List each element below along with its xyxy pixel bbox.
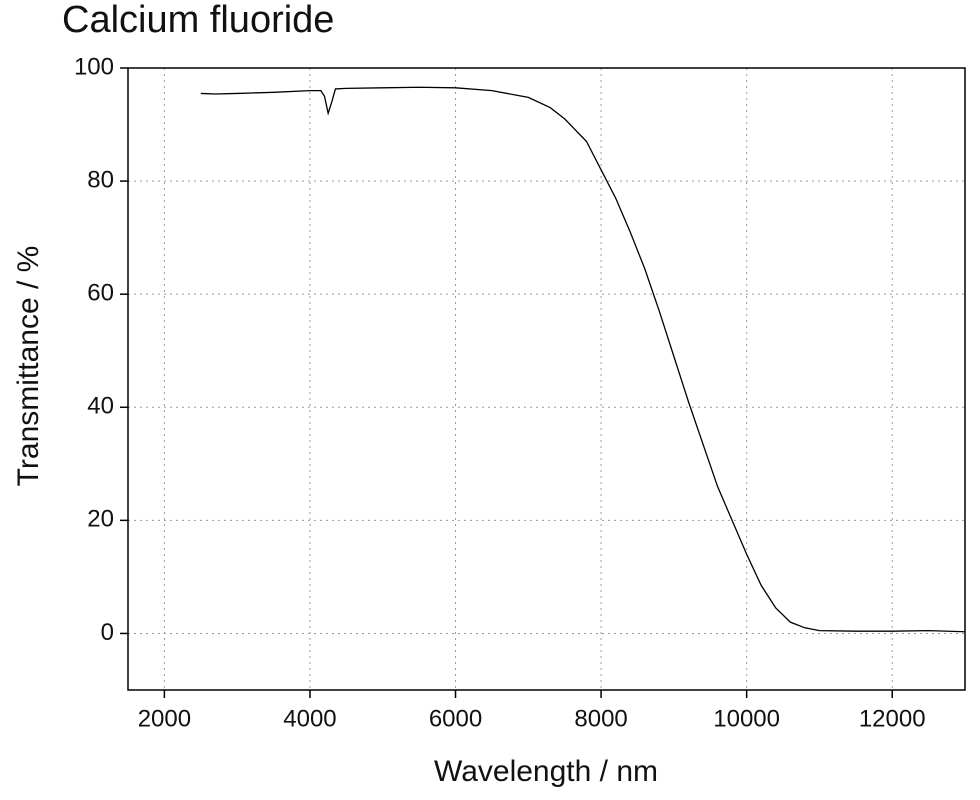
y-axis-label: Transmittance / % [12, 246, 45, 487]
x-tick-label: 12000 [859, 705, 926, 732]
y-tick-label: 20 [87, 506, 114, 533]
y-tick-label: 80 [87, 166, 114, 193]
y-tick-label: 60 [87, 280, 114, 307]
y-tick-label: 100 [74, 53, 114, 80]
x-tick-label: 10000 [713, 705, 780, 732]
plot-frame [127, 67, 966, 691]
x-tick-label: 4000 [283, 705, 336, 732]
data-line [200, 86, 966, 633]
y-tick-label: 0 [101, 619, 114, 646]
y-tick-label: 40 [87, 393, 114, 420]
x-tick-label: 2000 [138, 705, 191, 732]
x-tick-label: 6000 [429, 705, 482, 732]
x-tick-label: 8000 [574, 705, 627, 732]
chart-title: Calcium fluoride [62, 0, 334, 41]
x-axis-label: Wavelength / nm [434, 755, 658, 788]
